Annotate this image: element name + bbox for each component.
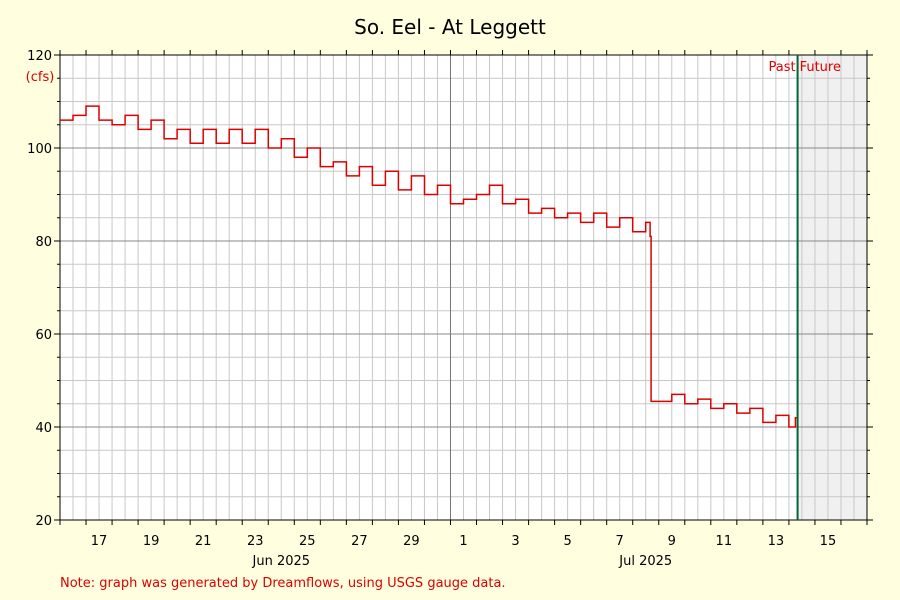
- future-label: Future: [800, 60, 841, 75]
- x-tick-label: 15: [820, 534, 837, 549]
- x-tick-label: 29: [403, 534, 420, 549]
- x-tick-label: 23: [247, 534, 264, 549]
- y-tick-label: 80: [35, 235, 52, 250]
- x-tick-label: 1: [459, 534, 467, 549]
- x-tick-label: 21: [195, 534, 212, 549]
- y-tick-label: 120: [27, 49, 52, 64]
- month-label: Jun 2025: [252, 554, 311, 569]
- footnote: Note: graph was generated by Dreamflows,…: [60, 576, 506, 591]
- x-tick-label: 17: [91, 534, 108, 549]
- x-tick-label: 25: [299, 534, 316, 549]
- month-label: Jul 2025: [618, 554, 672, 569]
- chart-title: So. Eel - At Leggett: [354, 15, 546, 39]
- x-tick-label: 13: [768, 534, 785, 549]
- y-tick-label: 40: [35, 421, 52, 436]
- y-tick-label: 20: [35, 514, 52, 529]
- y-tick-label: 60: [35, 328, 52, 343]
- x-tick-label: 7: [616, 534, 624, 549]
- y-axis-unit-label: (cfs): [26, 70, 55, 85]
- flow-series-line: [60, 105, 798, 428]
- x-tick-label: 27: [351, 534, 368, 549]
- x-tick-label: 9: [668, 534, 676, 549]
- x-tick-label: 5: [563, 534, 571, 549]
- past-label: Past: [768, 60, 795, 75]
- x-tick-label: 11: [716, 534, 733, 549]
- x-tick-label: 19: [143, 534, 160, 549]
- y-tick-label: 100: [27, 142, 52, 157]
- x-tick-label: 3: [511, 534, 519, 549]
